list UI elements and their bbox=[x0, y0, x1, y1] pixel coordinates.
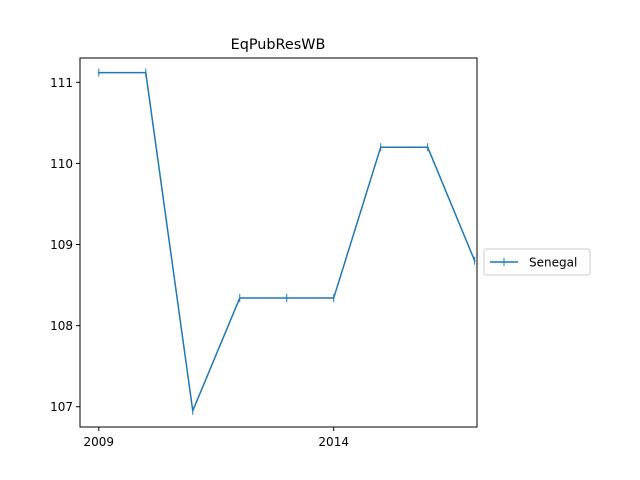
y-tick-label: 107 bbox=[50, 400, 73, 414]
x-tick-label: 2009 bbox=[84, 435, 115, 449]
chart-title: EqPubResWB bbox=[231, 37, 326, 53]
y-tick-label: 110 bbox=[50, 157, 73, 171]
legend-box bbox=[483, 248, 591, 276]
x-axis: 2009 2014 bbox=[84, 427, 349, 449]
y-tick-label: 109 bbox=[50, 238, 73, 252]
legend: Senegal bbox=[483, 248, 591, 276]
plot-frame bbox=[79, 57, 478, 428]
series-layer bbox=[98, 68, 476, 415]
x-tick-label: 2014 bbox=[318, 435, 349, 449]
y-axis: 107 108 109 110 111 bbox=[50, 76, 80, 414]
y-tick-label: 108 bbox=[50, 319, 73, 333]
legend-entry-senegal: Senegal bbox=[529, 256, 577, 270]
plot-area bbox=[79, 57, 478, 428]
y-tick-label: 111 bbox=[50, 76, 73, 90]
